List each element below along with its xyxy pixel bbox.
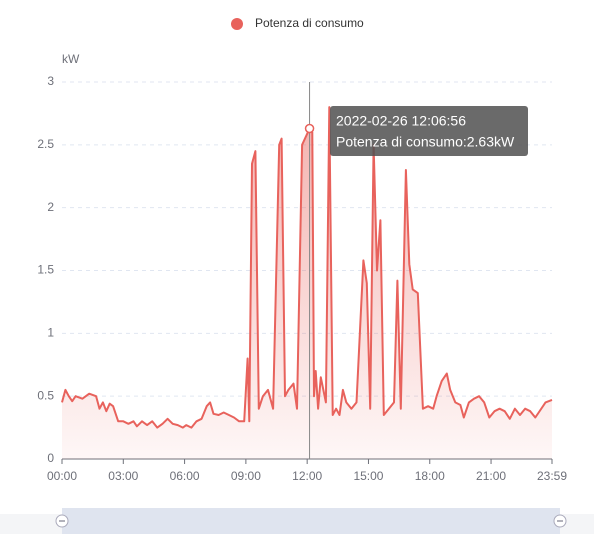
tooltip-text: Potenza di consumo:2.63kW — [336, 134, 515, 150]
x-tick-label: 06:00 — [170, 469, 200, 483]
y-tick-label: 3 — [47, 74, 54, 88]
y-tick-label: 2.5 — [37, 137, 54, 151]
legend-label[interactable]: Potenza di consumo — [255, 16, 364, 30]
y-tick-label: 0 — [47, 451, 54, 465]
y-tick-label: 2 — [47, 200, 54, 214]
y-tick-label: 0.5 — [37, 388, 54, 402]
zoom-range[interactable] — [62, 508, 560, 534]
tooltip-box — [330, 106, 528, 156]
plot: 0 0.5 1 1.5 2 2.5 3 00:00 03:00 06:00 09:00 12:00 15… — [37, 74, 567, 483]
x-tick-label: 00:00 — [47, 469, 77, 483]
area — [62, 107, 552, 459]
x-tick-label: 21:00 — [476, 469, 506, 483]
x-tick-label: 09:00 — [231, 469, 261, 483]
tooltip: 2022-02-26 12:06:56 Potenza di consumo:2.… — [330, 106, 528, 156]
y-tick-label: 1 — [47, 326, 54, 340]
x-tick-label: 18:00 — [415, 469, 445, 483]
x-tick-label: 15:00 — [353, 469, 383, 483]
legend-swatch[interactable] — [231, 18, 243, 30]
tooltip-point — [304, 123, 315, 134]
tooltip-title: 2022-02-26 12:06:56 — [336, 113, 466, 129]
x-tick-label: 23:59 — [537, 469, 567, 483]
x-tick-label: 03:00 — [108, 469, 138, 483]
y-tick-label: 1.5 — [37, 263, 54, 277]
x-tick-label: 12:00 — [292, 469, 322, 483]
y-axis-label: kW — [62, 52, 80, 66]
data-zoom[interactable] — [0, 508, 594, 534]
